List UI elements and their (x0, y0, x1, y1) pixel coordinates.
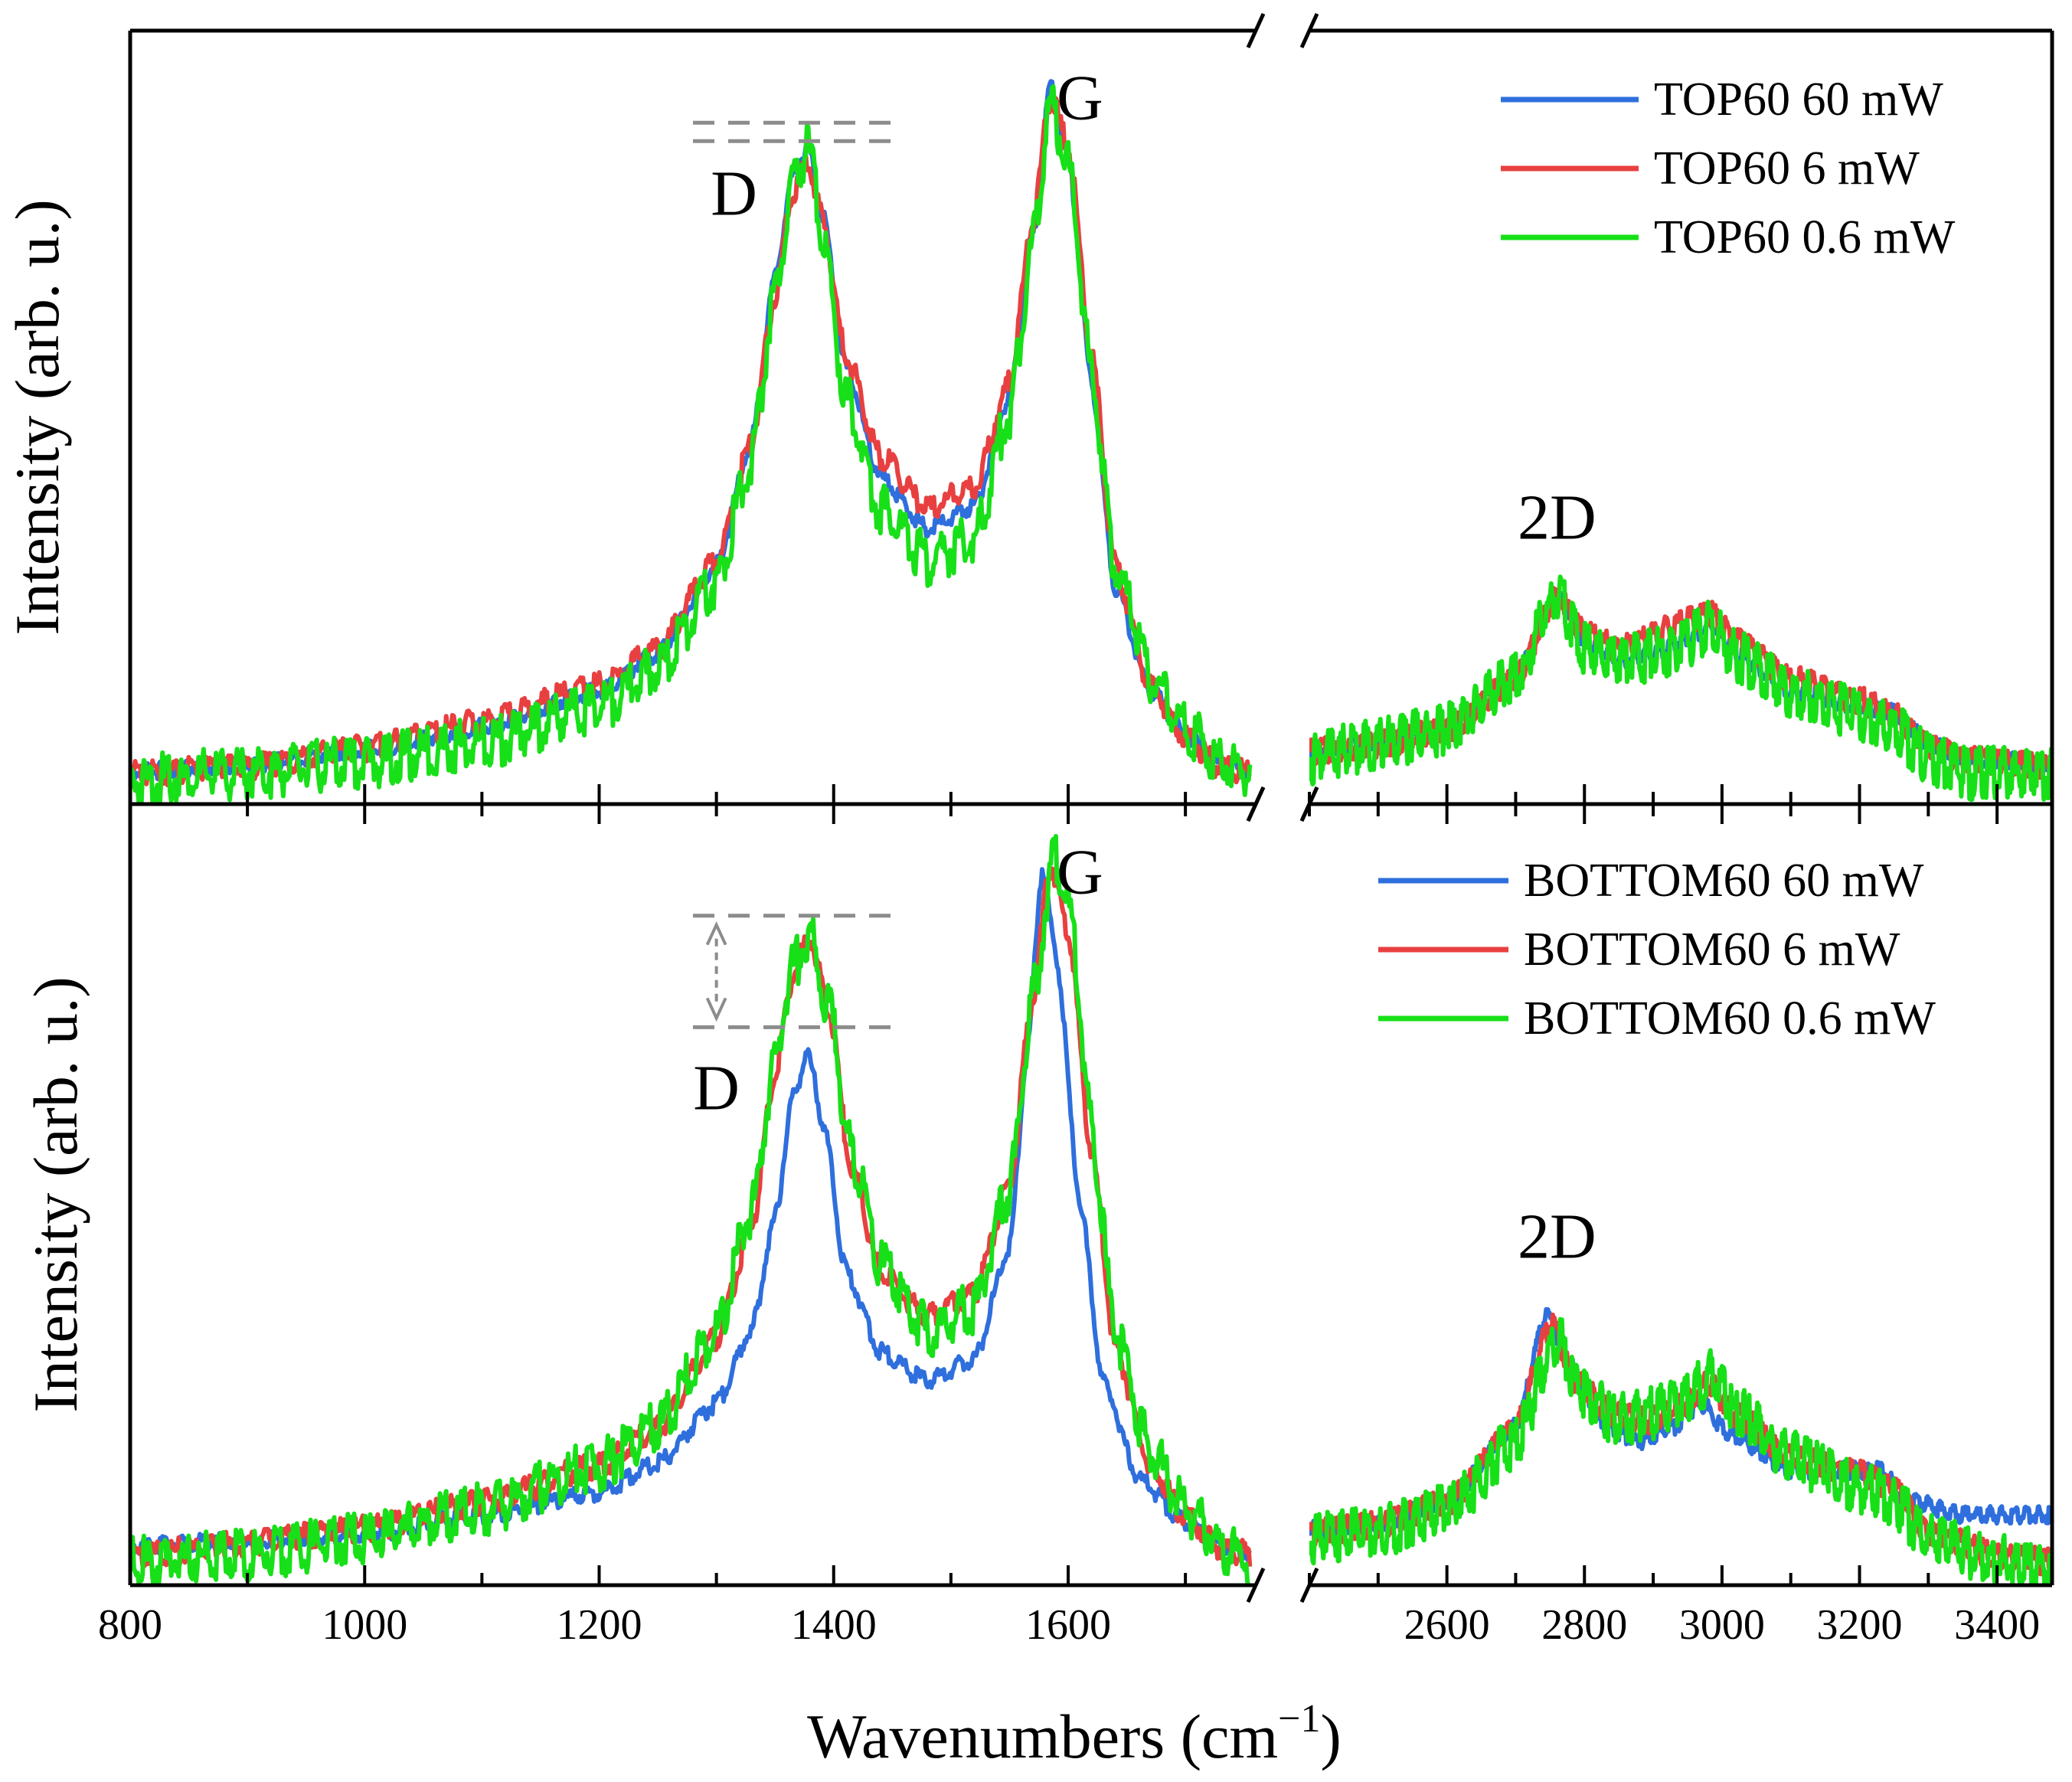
peak-label-2d: 2D (1518, 482, 1596, 554)
y-axis-title: Intensity (arb. u.) (2, 199, 72, 635)
peak-label-2d: 2D (1518, 1202, 1596, 1273)
legend-label-2: TOP60 6 mW (1654, 142, 1920, 195)
series-line-3-segment-2 (1309, 574, 2052, 803)
axis-break-mark (1299, 786, 1319, 822)
x-tick-label: 3400 (1954, 1601, 2040, 1649)
x-axis-title: Wavenumbers (cm−1) (807, 1697, 1342, 1771)
series-group (130, 79, 2052, 804)
x-tick-label: 2600 (1404, 1601, 1490, 1649)
x-tick-label: 1600 (1025, 1601, 1111, 1649)
legend-label-1: TOP60 60 mW (1654, 74, 1943, 126)
x-axis-title-main: Wavenumbers (cm (807, 1702, 1278, 1771)
axes-frame (128, 12, 2054, 824)
legend-label-3: TOP60 0.6 mW (1654, 211, 1956, 263)
x-axis: 800 1000 1200 1400 1600 2600 2800 3000 3200 3400 (98, 1601, 2040, 1649)
x-tick-label: 800 (98, 1601, 162, 1649)
x-axis-title-close: ) (1321, 1702, 1342, 1771)
x-tick-label: 3000 (1679, 1601, 1765, 1649)
peak-label-g: G (1057, 62, 1103, 133)
series-line-3-segment-1 (130, 834, 1251, 1585)
series-line-1-segment-1 (130, 867, 1252, 1562)
legend-label-1: BOTTOM60 60 mW (1524, 855, 1924, 907)
x-tick-label: 2800 (1541, 1601, 1627, 1649)
axis-break-mark (1246, 12, 1266, 49)
legend-label-2: BOTTOM60 6 mW (1524, 924, 1900, 976)
legend: TOP60 60 mW TOP60 6 mW TOP60 0.6 mW (1501, 74, 1956, 263)
axis-break-mark (1246, 786, 1266, 822)
legend: BOTTOM60 60 mW BOTTOM60 6 mW BOTTOM60 0.6 … (1378, 855, 1936, 1045)
x-tick-label: 1000 (322, 1601, 407, 1649)
x-tick-label: 1200 (557, 1601, 642, 1649)
legend-label-3: BOTTOM60 0.6 mW (1524, 992, 1936, 1045)
axis-break-mark (1246, 1567, 1266, 1604)
arrow-head-down (705, 997, 727, 1022)
peak-label-g: G (1057, 837, 1103, 908)
peak-label-d: D (711, 158, 757, 229)
x-axis-title-superscript: −1 (1278, 1697, 1320, 1741)
series-line-3-segment-1 (130, 84, 1253, 804)
x-tick-label: 3200 (1817, 1601, 1903, 1649)
peak-label-d: D (693, 1052, 740, 1123)
arrow-head-up (705, 920, 727, 946)
y-axis-title: Intensity (arb. u.) (21, 976, 90, 1412)
series-line-2-segment-1 (130, 96, 1252, 790)
series-group (130, 834, 2052, 1585)
axis-break-mark (1299, 12, 1319, 49)
axes-frame (128, 786, 2054, 1604)
series-line-1-segment-1 (130, 79, 1252, 782)
series-line-3-segment-2 (1309, 1316, 2052, 1585)
x-tick-label: 1400 (791, 1601, 877, 1649)
